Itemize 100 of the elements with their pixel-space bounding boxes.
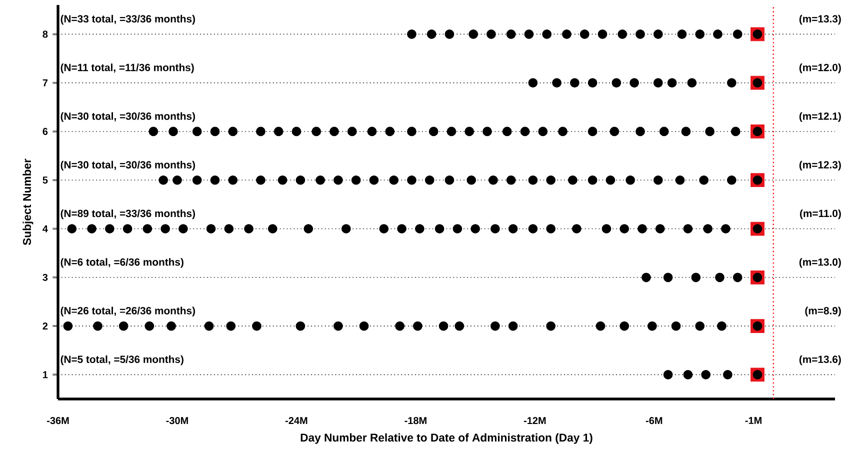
point — [588, 126, 598, 136]
point — [588, 175, 598, 185]
point — [653, 175, 663, 185]
point — [158, 175, 168, 185]
point — [468, 30, 478, 39]
x-tick-label: -24M — [285, 417, 308, 424]
annotation: (m=8.9) — [805, 306, 841, 316]
point — [752, 30, 762, 39]
point — [168, 126, 178, 136]
point — [568, 175, 578, 185]
point — [699, 175, 709, 185]
point — [87, 224, 96, 234]
annotation: (m=11.0) — [800, 209, 841, 220]
y-axis-title: Subject Number — [22, 158, 34, 246]
point — [691, 272, 701, 282]
point — [274, 126, 284, 136]
point — [210, 126, 220, 136]
point — [330, 126, 339, 136]
point — [407, 126, 416, 136]
point — [226, 321, 236, 331]
point — [334, 321, 343, 331]
point — [638, 224, 647, 234]
point — [415, 224, 424, 234]
annotation: (N=26 total, =26/36 months) — [60, 306, 195, 316]
point — [677, 30, 687, 39]
point — [602, 224, 612, 234]
point — [723, 370, 732, 380]
point — [703, 224, 712, 234]
point — [160, 224, 170, 234]
y-tick-label: 4 — [42, 225, 48, 232]
y-tick-label: 2 — [42, 322, 48, 330]
point — [683, 224, 693, 234]
point — [732, 30, 742, 39]
point — [562, 30, 572, 39]
point — [296, 175, 306, 185]
point — [407, 30, 416, 39]
point — [721, 224, 730, 234]
point — [683, 370, 693, 380]
point — [752, 78, 762, 88]
point — [572, 224, 582, 234]
annotation: (N=11 total, =11/36 months) — [60, 64, 194, 74]
point — [369, 175, 379, 185]
point — [752, 272, 762, 282]
x-tick-label: -30M — [166, 417, 188, 424]
point — [424, 175, 434, 185]
point — [620, 224, 630, 234]
point — [438, 321, 448, 331]
point — [580, 30, 590, 39]
point — [528, 175, 538, 185]
point — [434, 224, 444, 234]
point — [570, 78, 580, 88]
point — [67, 224, 77, 234]
point — [508, 321, 518, 331]
x-tick-label: -18M — [404, 417, 426, 424]
point — [256, 175, 266, 185]
point — [524, 30, 534, 39]
annotation: (N=6 total, =6/36 months) — [60, 258, 184, 268]
point — [620, 321, 630, 331]
point — [588, 78, 598, 88]
point — [520, 126, 530, 136]
point — [334, 175, 343, 185]
point — [648, 321, 657, 331]
point — [228, 126, 238, 136]
point — [63, 321, 73, 331]
annotation: (N=33 total, =33/36 months) — [60, 14, 195, 25]
point — [178, 224, 188, 234]
point — [244, 224, 254, 234]
point — [630, 78, 639, 88]
point — [224, 224, 234, 234]
point — [316, 175, 325, 185]
point — [172, 175, 182, 185]
point — [655, 224, 665, 234]
point — [681, 126, 691, 136]
point — [359, 321, 369, 331]
annotation: (m=13.3) — [799, 14, 841, 25]
y-tick-label: 8 — [42, 30, 48, 38]
point — [466, 175, 476, 185]
point — [626, 175, 635, 185]
point — [671, 321, 681, 331]
point — [367, 126, 377, 136]
point — [413, 321, 422, 331]
point — [715, 272, 724, 282]
point — [528, 224, 538, 234]
point — [312, 126, 322, 136]
point — [228, 175, 238, 185]
annotation: (N=89 total, =33/36 months) — [60, 209, 195, 220]
point — [732, 272, 742, 282]
point — [444, 175, 454, 185]
point — [713, 30, 722, 39]
point — [204, 321, 214, 331]
point — [122, 224, 132, 234]
point — [636, 30, 645, 39]
y-tick-label: 7 — [42, 79, 48, 86]
point — [395, 321, 404, 331]
y-tick-label: 6 — [42, 128, 48, 136]
point — [528, 78, 538, 88]
point — [304, 224, 314, 234]
point — [546, 224, 556, 234]
point — [598, 30, 608, 39]
point — [726, 78, 736, 88]
